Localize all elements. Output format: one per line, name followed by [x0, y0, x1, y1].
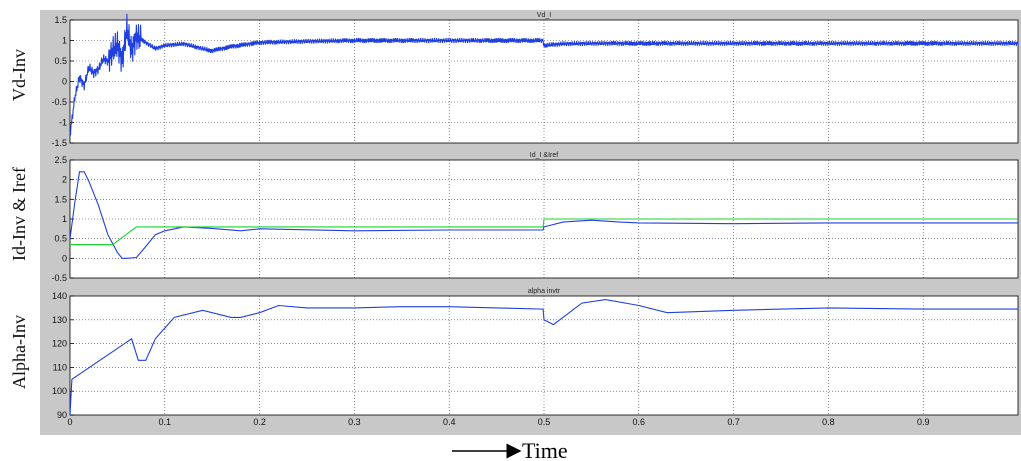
y-tick-label: -0.5 — [51, 273, 67, 283]
y-tick-label: 120 — [52, 339, 67, 349]
y-tick-label: 1 — [62, 214, 67, 224]
x-tick-label: 0.3 — [348, 417, 361, 427]
time-label: Time — [522, 438, 568, 461]
panel-1-series-1 — [69, 13, 1019, 136]
x-tick-label: 0.8 — [822, 417, 835, 427]
y-tick-label: 0 — [62, 77, 67, 87]
y-tick-label: 1.5 — [54, 194, 67, 204]
y-tick-label: 2 — [62, 175, 67, 185]
panel-2-title: Id_I &Iref — [530, 152, 558, 159]
x-tick-label: 0.1 — [159, 417, 172, 427]
panel-3-title: alpha invtr — [528, 288, 561, 295]
x-tick-label: 0.6 — [633, 417, 646, 427]
y-tick-label: 0 — [62, 253, 67, 263]
panel-2-ylabel: Id-Inv & Iref — [9, 167, 29, 261]
panel-3-ylabel: Alpha-Inv — [9, 315, 29, 389]
x-tick-label: 0.4 — [443, 417, 456, 427]
x-tick-label: 0.7 — [727, 417, 740, 427]
panel-1-ylabel: Vd-Inv — [9, 49, 29, 101]
y-tick-label: 1 — [62, 36, 67, 46]
y-tick-label: 110 — [53, 362, 67, 372]
panel-2-series-1 — [69, 171, 1018, 259]
y-tick-label: 140 — [52, 291, 67, 301]
y-tick-label: -0.5 — [51, 97, 67, 107]
x-tick-label: 0.5 — [538, 417, 551, 427]
panel-1-title: Vd_I — [537, 12, 551, 19]
y-tick-label: 1.5 — [54, 15, 67, 25]
y-tick-label: -1 — [59, 118, 67, 128]
y-tick-label: 0.5 — [54, 234, 67, 244]
y-tick-label: 0.5 — [54, 56, 67, 66]
x-tick-label: 0.2 — [253, 417, 266, 427]
x-tick-label: 0.9 — [917, 417, 930, 427]
y-tick-label: 100 — [52, 386, 67, 396]
panel-3-series-1 — [69, 299, 1018, 416]
x-tick-label: 0 — [67, 417, 72, 427]
y-tick-label: 90 — [57, 410, 67, 420]
panel-2-series-2 — [70, 218, 1018, 246]
y-tick-label: -1.5 — [51, 138, 67, 148]
y-tick-label: 130 — [52, 315, 67, 325]
y-tick-label: 2.5 — [54, 155, 67, 165]
